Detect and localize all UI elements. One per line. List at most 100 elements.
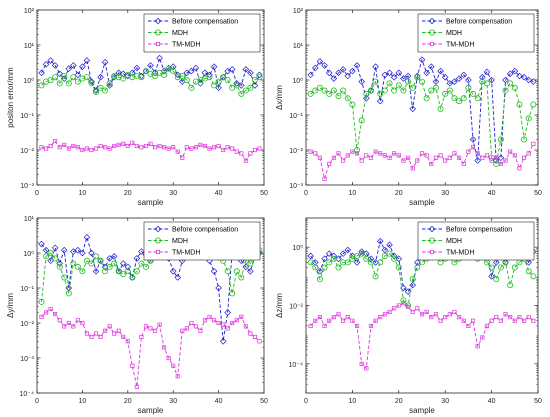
data-point	[503, 158, 508, 163]
data-point	[47, 57, 54, 64]
data-point	[307, 259, 314, 266]
data-point	[531, 318, 536, 323]
data-point	[43, 253, 50, 260]
data-point	[391, 255, 398, 262]
data-point	[511, 67, 519, 75]
data-point	[202, 318, 208, 323]
data-point	[152, 73, 159, 80]
data-point	[405, 302, 412, 309]
legend-marker	[429, 249, 435, 255]
data-point	[530, 273, 537, 280]
data-point	[438, 318, 443, 323]
data-point	[248, 331, 253, 336]
data-point	[308, 323, 313, 328]
y-tick-label: 10⁰	[23, 250, 34, 258]
data-point	[62, 142, 67, 147]
data-point	[98, 334, 103, 339]
data-point	[174, 74, 181, 81]
data-point	[405, 78, 412, 85]
data-point	[39, 314, 44, 319]
x-tick-label: 0	[35, 398, 39, 405]
data-point	[428, 87, 435, 94]
data-point	[111, 73, 118, 80]
data-point	[229, 290, 236, 297]
data-point	[107, 146, 112, 151]
data-point	[442, 90, 449, 97]
legend: Before compensation MDH TM-MDH	[143, 221, 261, 261]
data-point	[257, 146, 262, 151]
data-point	[525, 259, 533, 266]
data-point	[313, 318, 318, 323]
data-point	[387, 309, 392, 315]
legend-entry: TM-MDH	[172, 250, 200, 257]
legend-entry: TM-MDH	[446, 250, 474, 257]
data-point	[381, 252, 388, 259]
data-point	[221, 147, 226, 153]
data-point	[230, 146, 235, 151]
data-point	[446, 80, 454, 87]
data-point	[345, 315, 350, 320]
legend-marker	[154, 225, 162, 233]
y-tick-label: 10⁻³	[20, 183, 34, 190]
data-point	[526, 315, 531, 320]
data-point	[367, 259, 374, 266]
data-point	[148, 141, 153, 146]
data-point	[225, 326, 230, 331]
data-point	[353, 259, 361, 266]
data-point	[48, 307, 53, 312]
data-point	[129, 274, 136, 281]
y-axis-label: Δx/mm	[275, 85, 284, 110]
data-point	[363, 90, 370, 97]
data-point	[152, 328, 158, 333]
y-tick-label: 10⁻³	[20, 356, 34, 363]
data-point	[335, 264, 342, 271]
data-point	[248, 151, 253, 156]
data-point	[206, 74, 213, 81]
legend-entry: MDH	[172, 30, 188, 37]
data-point	[325, 69, 333, 77]
data-point	[97, 257, 104, 264]
y-tick-label: 10⁻²	[20, 148, 34, 155]
data-point	[479, 73, 486, 81]
data-point	[396, 303, 401, 308]
y-tick-label: 10¹	[24, 216, 35, 223]
data-point	[89, 147, 94, 153]
data-point	[124, 72, 132, 80]
data-point	[395, 264, 402, 271]
data-point	[424, 153, 429, 158]
data-point	[336, 312, 341, 317]
data-point	[451, 78, 458, 85]
data-point	[88, 249, 95, 257]
data-point	[409, 281, 417, 289]
data-point	[372, 78, 379, 85]
series-square	[308, 301, 536, 371]
data-point	[516, 72, 523, 80]
legend: Before compensation MDH TM-MDH	[417, 13, 535, 53]
data-point	[65, 80, 72, 87]
x-tick-label: 10	[349, 398, 357, 405]
data-point	[183, 69, 191, 77]
data-point	[363, 95, 370, 102]
data-point	[497, 136, 504, 143]
data-point	[353, 62, 361, 69]
data-point	[83, 74, 90, 81]
data-point	[437, 105, 444, 112]
chart-panel-3: 0 10 20 30 40 50 10⁻⁴ 10⁻² 10⁰ sample Δz/mm Before …	[275, 217, 542, 415]
data-point	[521, 136, 528, 143]
data-point	[119, 70, 127, 78]
data-point	[242, 87, 249, 94]
data-point	[175, 374, 180, 379]
data-point	[386, 80, 393, 87]
data-point	[373, 149, 378, 154]
data-point	[494, 155, 499, 160]
legend-marker	[154, 29, 161, 36]
data-point	[354, 323, 360, 328]
data-point	[522, 155, 527, 160]
data-point	[79, 268, 86, 275]
data-point	[161, 71, 168, 78]
legend-entry: Before compensation	[446, 19, 512, 26]
data-point	[520, 73, 528, 81]
data-point	[133, 64, 141, 72]
data-point	[102, 268, 109, 275]
